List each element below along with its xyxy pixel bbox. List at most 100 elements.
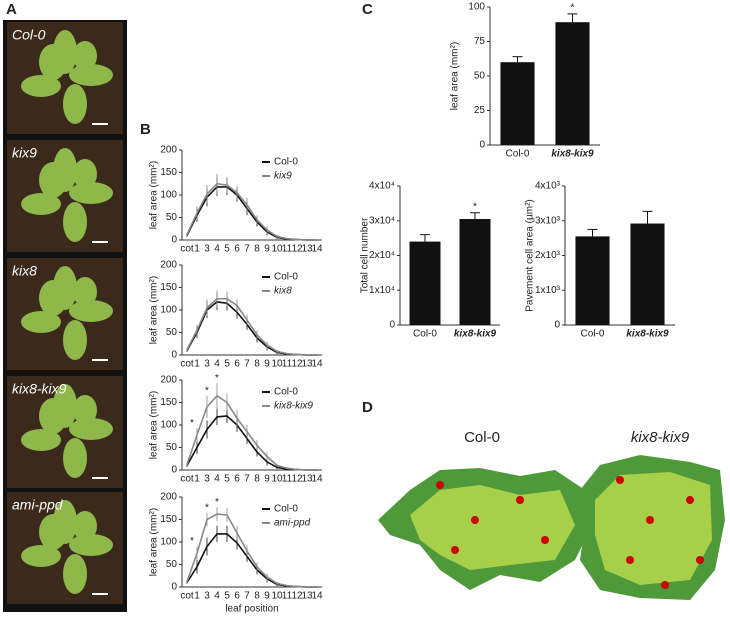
y-tick-label: 3x10⁴ [369, 215, 395, 226]
leaf [73, 41, 97, 71]
x-tick-label: 7 [244, 474, 250, 485]
y-tick-label: 0 [171, 582, 177, 593]
panel-label: A [6, 1, 17, 18]
leaf [73, 395, 97, 425]
x-tick-label: 14 [311, 359, 323, 370]
legend-label: kix9 [274, 171, 292, 182]
y-tick-label: 4x10⁴ [369, 181, 395, 192]
y-tick-label: 3x10³ [535, 215, 561, 226]
leaf [21, 75, 61, 97]
y-axis-label: Total cell number [360, 217, 371, 293]
x-tick-label: 9 [264, 591, 270, 602]
y-tick-label: 50 [166, 442, 178, 453]
x-tick-label: 8 [254, 591, 260, 602]
bar [555, 22, 590, 145]
legend-label: Col-0 [274, 157, 298, 168]
x-tick-label: 3 [204, 591, 210, 602]
annotation: * [190, 536, 194, 547]
line [186, 182, 317, 241]
y-tick-label: 150 [160, 282, 177, 293]
y-axis-label: leaf area (mm²) [149, 161, 160, 229]
y-tick-label: 0 [171, 350, 177, 361]
x-tick-label: 11 [282, 591, 293, 602]
x-tick-label: 14 [311, 244, 323, 255]
x-tick-label: kix8-kix9 [454, 329, 497, 340]
line [186, 533, 317, 588]
leaf [21, 311, 61, 333]
y-tick-label: 0 [171, 235, 177, 246]
annotation: * [215, 373, 219, 384]
panel-label: C [362, 1, 373, 18]
line [186, 297, 317, 356]
leaf [63, 84, 87, 124]
x-tick-label: 7 [244, 359, 250, 370]
x-tick-label: 3 [204, 244, 210, 255]
x-tick-label: 14 [311, 474, 323, 485]
leaf [73, 277, 97, 307]
leaf [39, 514, 67, 550]
leaf [39, 162, 67, 198]
x-tick-label: 1 [194, 244, 200, 255]
x-tick-label: 4 [214, 359, 220, 370]
x-tick-label: 9 [264, 474, 270, 485]
x-tick-label: 12 [291, 474, 303, 485]
legend-label: Col-0 [274, 272, 298, 283]
x-axis-label: leaf position [225, 604, 278, 615]
x-tick-label: 13 [301, 359, 313, 370]
y-tick-label: 2x10³ [535, 250, 561, 261]
x-tick-label: Col-0 [413, 329, 437, 340]
x-tick-label: 9 [264, 244, 270, 255]
y-tick-label: 0 [171, 465, 177, 476]
x-tick-label: 6 [234, 244, 240, 255]
x-tick-label: 8 [254, 244, 260, 255]
leaf [73, 159, 97, 189]
x-tick-label: 1 [194, 474, 200, 485]
leaf [63, 438, 87, 478]
photo-label: ami-ppd [12, 497, 64, 513]
bar [500, 62, 535, 146]
leaf [39, 280, 67, 316]
x-tick-label: 7 [244, 244, 250, 255]
x-tick-label: 11 [282, 474, 293, 485]
x-tick-label: kix8-kix9 [551, 149, 594, 160]
leaf [63, 554, 87, 594]
y-tick-label: 200 [160, 260, 177, 271]
legend-label: kix8-kix9 [274, 401, 313, 412]
y-tick-label: 150 [160, 514, 177, 525]
leaf-diagram [378, 455, 725, 600]
leaf [63, 320, 87, 360]
x-tick-label: cot [180, 359, 194, 370]
photo-label: kix9 [12, 145, 37, 161]
y-tick-label: 50 [474, 71, 486, 82]
x-tick-label: 7 [244, 591, 250, 602]
diagram-title: kix8-kix9 [631, 429, 690, 446]
y-tick-label: 100 [160, 420, 177, 431]
y-tick-label: 200 [160, 375, 177, 386]
x-tick-label: 6 [234, 359, 240, 370]
y-tick-label: 100 [160, 305, 177, 316]
annotation: * [205, 385, 209, 396]
x-tick-label: kix8-kix9 [626, 329, 669, 340]
x-tick-label: 5 [224, 474, 230, 485]
y-tick-label: 75 [474, 36, 486, 47]
y-tick-label: 50 [166, 559, 178, 570]
y-tick-label: 0 [389, 320, 395, 331]
bar [575, 236, 610, 325]
x-tick-label: 12 [291, 591, 303, 602]
x-tick-label: 12 [291, 244, 303, 255]
legend-label: Col-0 [274, 504, 298, 515]
x-tick-label: 10 [271, 591, 283, 602]
x-tick-label: 3 [204, 474, 210, 485]
x-tick-label: cot [180, 474, 194, 485]
x-tick-label: 3 [204, 359, 210, 370]
y-axis-label: leaf area (mm²) [450, 42, 461, 110]
y-tick-label: 1x10³ [535, 285, 561, 296]
y-tick-label: 0 [554, 320, 560, 331]
x-tick-label: 5 [224, 359, 230, 370]
y-axis-label: leaf area (mm²) [149, 508, 160, 576]
x-tick-label: 11 [282, 359, 293, 370]
leaf [39, 398, 67, 434]
x-tick-label: 13 [301, 591, 313, 602]
line [186, 513, 317, 588]
leaf [21, 193, 61, 215]
